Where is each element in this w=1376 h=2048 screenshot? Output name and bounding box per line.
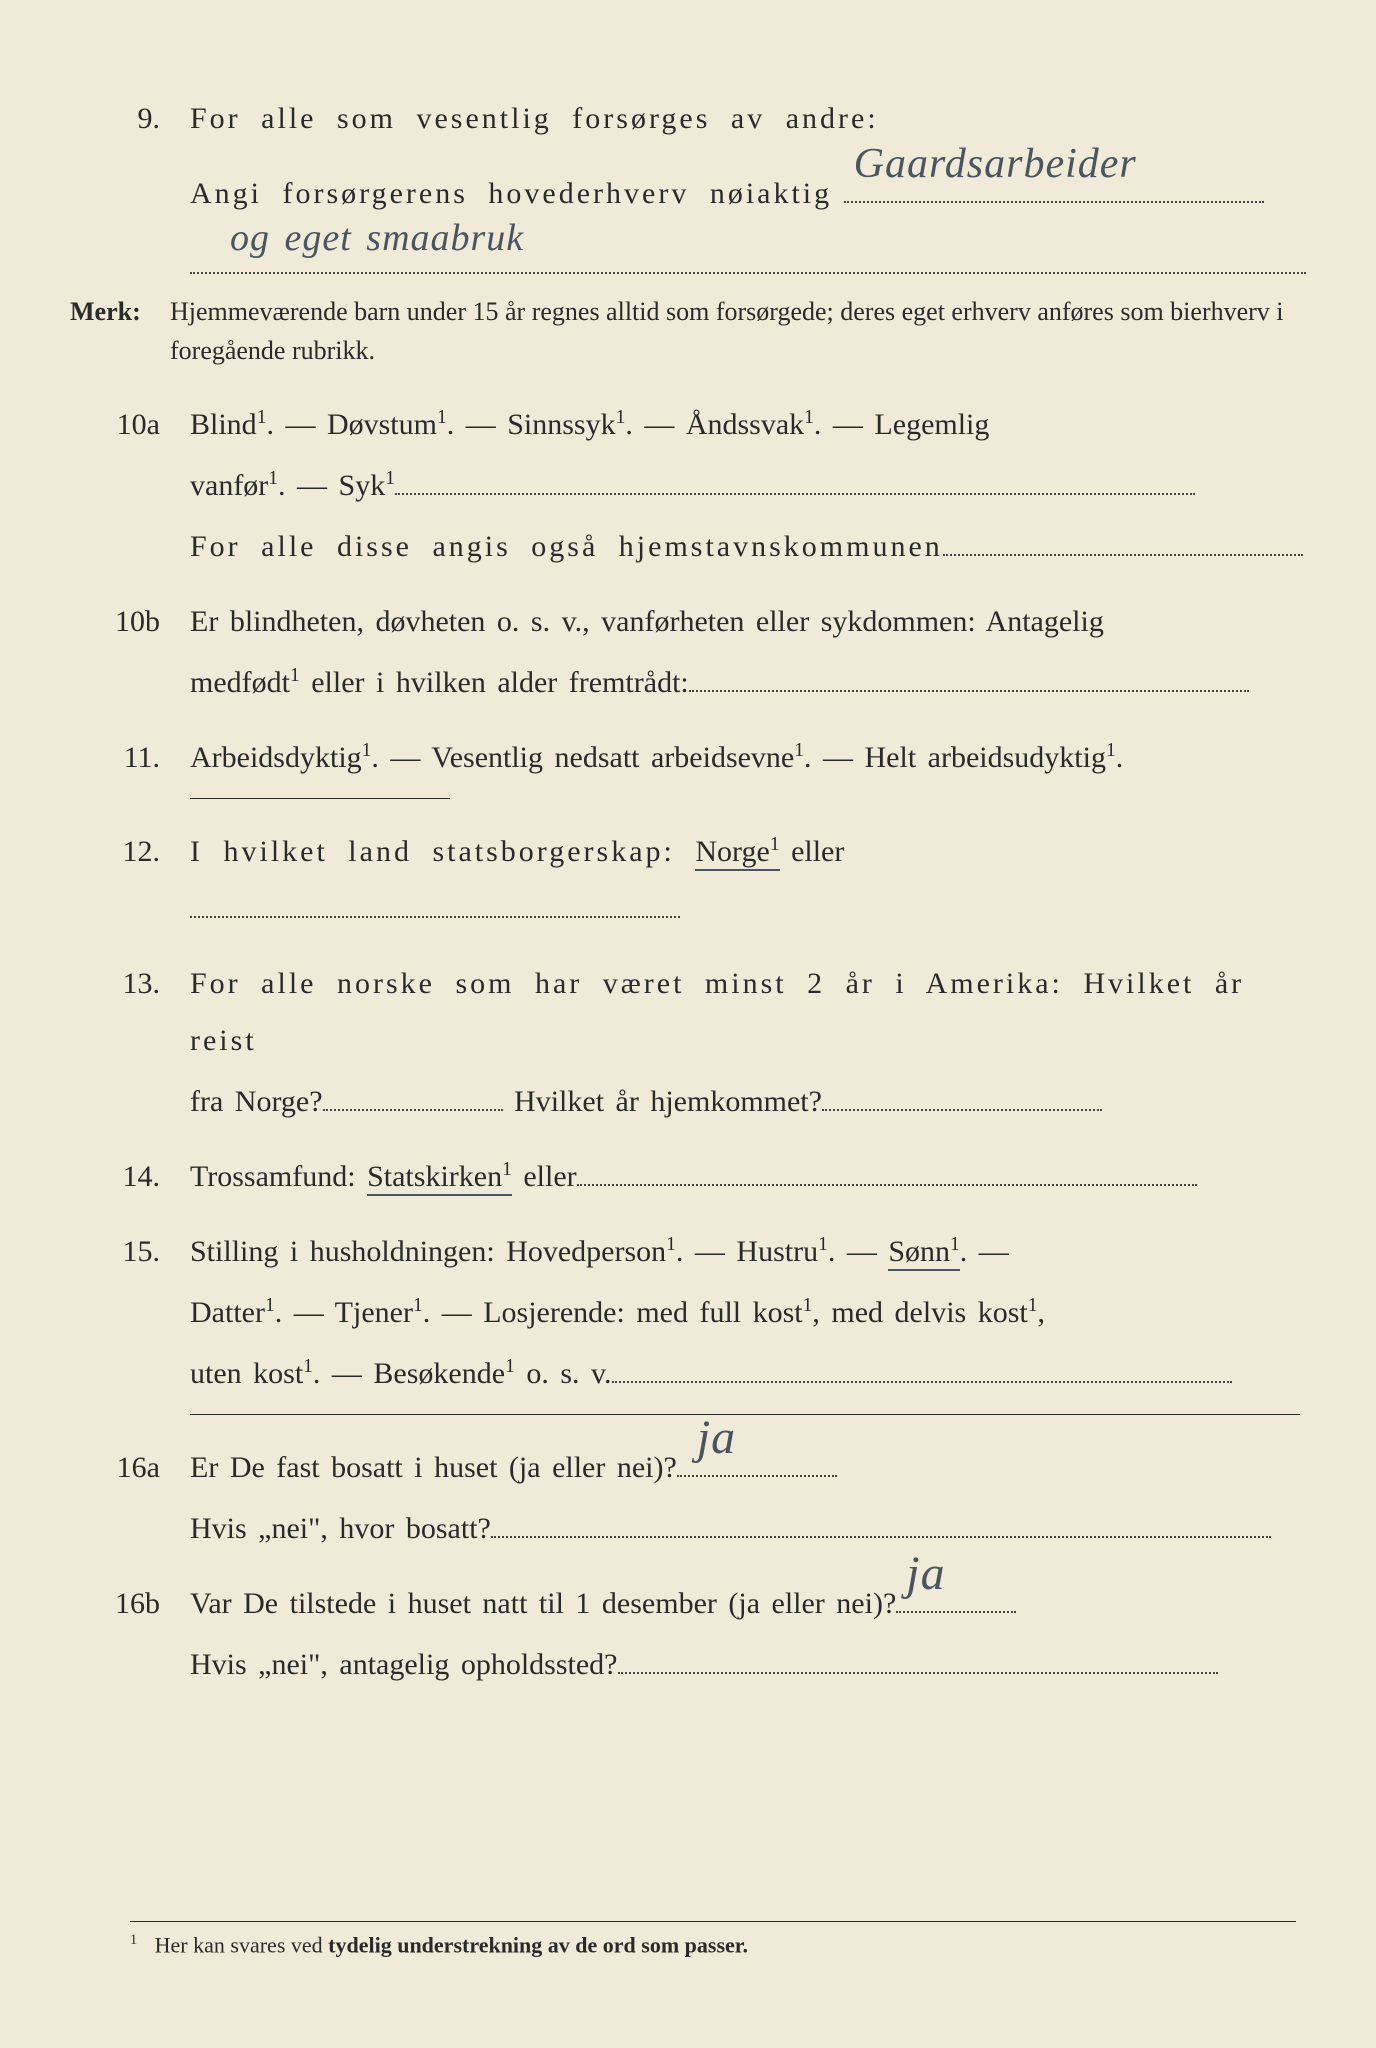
q16a-number: 16a: [70, 1451, 190, 1485]
q12-row: 12. I hvilket land statsborgerskap: Norg…: [70, 823, 1306, 937]
q13-row2: fra Norge? Hvilket år hjemkommet?: [70, 1073, 1306, 1130]
q16b-handwritten: ja: [906, 1528, 945, 1619]
q16b-row1: 16b Var De tilstede i huset natt til 1 d…: [70, 1575, 1306, 1632]
q11-row: 11. Arbeidsdyktig1. — Vesentlig nedsatt …: [70, 729, 1306, 786]
q15-row1: 15. Stilling i husholdningen: Hovedperso…: [70, 1223, 1306, 1280]
q16b-line1-prefix: Var De tilstede i huset natt til 1 desem…: [190, 1587, 896, 1620]
q15-blank: [612, 1381, 1232, 1383]
q16b-answer: ja: [896, 1611, 1016, 1613]
q10a-row1: 10a Blind1. — Døvstum1. — Sinnssyk1. — Å…: [70, 396, 1306, 453]
q13-number: 13.: [70, 967, 190, 1001]
footnote-text-a: Her kan svares ved: [155, 1932, 329, 1957]
q10a-blank3: [943, 554, 1303, 556]
q15-row3: uten kost1. — Besøkende1 o. s. v.: [70, 1345, 1306, 1402]
q10a-blank: [395, 493, 1195, 495]
q10b-blank: [689, 690, 1249, 692]
merk-text: Hjemmeværende barn under 15 år regnes al…: [170, 292, 1306, 370]
q12-prefix: I hvilket land statsborgerskap:: [190, 835, 695, 868]
q10b-row1: 10b Er blindheten, døvheten o. s. v., va…: [70, 593, 1306, 650]
q9-number: 9.: [70, 102, 190, 136]
q10a-row3: For alle disse angis også hjemstavnskomm…: [70, 518, 1306, 575]
q16a-line2-prefix: Hvis „nei", hvor bosatt?: [190, 1512, 491, 1545]
q16a-row1: 16a Er De fast bosatt i huset (ja eller …: [70, 1439, 1306, 1496]
q12-blank: [190, 916, 680, 918]
q15-number: 15.: [70, 1235, 190, 1269]
q15-line1a: Stilling i husholdningen: Hovedperson1. …: [190, 1235, 888, 1268]
q13-blank2: [822, 1109, 1102, 1111]
q16b-line2-prefix: Hvis „nei", antagelig opholdssted?: [190, 1648, 618, 1681]
q16a-blank2: [491, 1536, 1271, 1538]
q15-rule: [190, 1414, 1300, 1415]
q10b-number: 10b: [70, 605, 190, 639]
q16b-number: 16b: [70, 1587, 190, 1621]
footnote-marker: 1: [130, 1932, 137, 1948]
q16a-handwritten: ja: [697, 1392, 736, 1483]
q10a-line3: For alle disse angis også hjemstavnskomm…: [190, 530, 943, 563]
q10b-line1: Er blindheten, døvheten o. s. v., vanfør…: [190, 593, 1306, 650]
q14-blank: [577, 1184, 1197, 1186]
q12-suffix: eller: [780, 835, 845, 868]
q14-row: 14. Trossamfund: Statskirken1 eller: [70, 1148, 1306, 1205]
q13-line2a: fra Norge?: [190, 1085, 323, 1118]
q12-number: 12.: [70, 835, 190, 869]
q15-line1b: . —: [960, 1235, 1009, 1268]
footnote: 1 Her kan svares ved tydelig understrekn…: [130, 1921, 1296, 1958]
q13-blank1: [323, 1109, 503, 1111]
q16a-line1-prefix: Er De fast bosatt i huset (ja eller nei)…: [190, 1451, 677, 1484]
q16b-row2: Hvis „nei", antagelig opholdssted?: [70, 1636, 1306, 1693]
merk-row: Merk: Hjemmeværende barn under 15 år reg…: [70, 292, 1306, 370]
q9-handwritten2: og eget smaabruk: [230, 202, 524, 274]
q10a-number: 10a: [70, 408, 190, 442]
q14-suffix: eller: [512, 1160, 577, 1193]
footnote-text-b: tydelig understrekning av de ord som pas…: [328, 1932, 748, 1957]
q16b-blank2: [618, 1672, 1218, 1674]
q14-underlined: Statskirken1: [367, 1160, 512, 1196]
q10b-line2-prefix: medfødt1 eller i hvilken alder fremtrådt…: [190, 666, 689, 699]
q12-underlined: Norge1: [695, 835, 779, 871]
q9-line1: For alle som vesentlig forsørges av andr…: [190, 90, 1306, 147]
q10a-row2: vanfør1. — Syk1: [70, 457, 1306, 514]
q14-number: 14.: [70, 1160, 190, 1194]
q15-line3-prefix: uten kost1. — Besøkende1 o. s. v.: [190, 1357, 612, 1390]
q13-row1: 13. For alle norske som har været minst …: [70, 955, 1306, 1069]
q15-line2: Datter1. — Tjener1. — Losjerende: med fu…: [190, 1284, 1306, 1341]
q9-handwritten1: Gaardsarbeider: [854, 125, 1137, 205]
q16a-row2: Hvis „nei", hvor bosatt?: [70, 1500, 1306, 1557]
q10a-line2-prefix: vanfør1. — Syk1: [190, 469, 395, 502]
q9-row3: og eget smaabruk: [70, 228, 1306, 274]
census-form-page: 9. For alle som vesentlig forsørges av a…: [0, 0, 1376, 2048]
q9-answer-line2: og eget smaabruk: [190, 228, 1306, 274]
merk-label: Merk:: [70, 297, 170, 327]
q15-row2: Datter1. — Tjener1. — Losjerende: med fu…: [70, 1284, 1306, 1341]
q14-prefix: Trossamfund:: [190, 1160, 367, 1193]
q9-answer-line1: Gaardsarbeider: [844, 201, 1264, 203]
q10b-row2: medfødt1 eller i hvilken alder fremtrådt…: [70, 654, 1306, 711]
q15-underlined: Sønn1: [888, 1235, 959, 1271]
q11-rule: [190, 798, 450, 799]
q11-number: 11.: [70, 741, 190, 775]
q10a-line1: Blind1. — Døvstum1. — Sinnssyk1. — Åndss…: [190, 396, 1306, 453]
q13-line2b: Hvilket år hjemkommet?: [503, 1085, 822, 1118]
q11-text: Arbeidsdyktig1. — Vesentlig nedsatt arbe…: [190, 729, 1306, 786]
q13-line1: For alle norske som har været minst 2 år…: [190, 955, 1306, 1069]
q16a-answer: ja: [677, 1475, 837, 1477]
